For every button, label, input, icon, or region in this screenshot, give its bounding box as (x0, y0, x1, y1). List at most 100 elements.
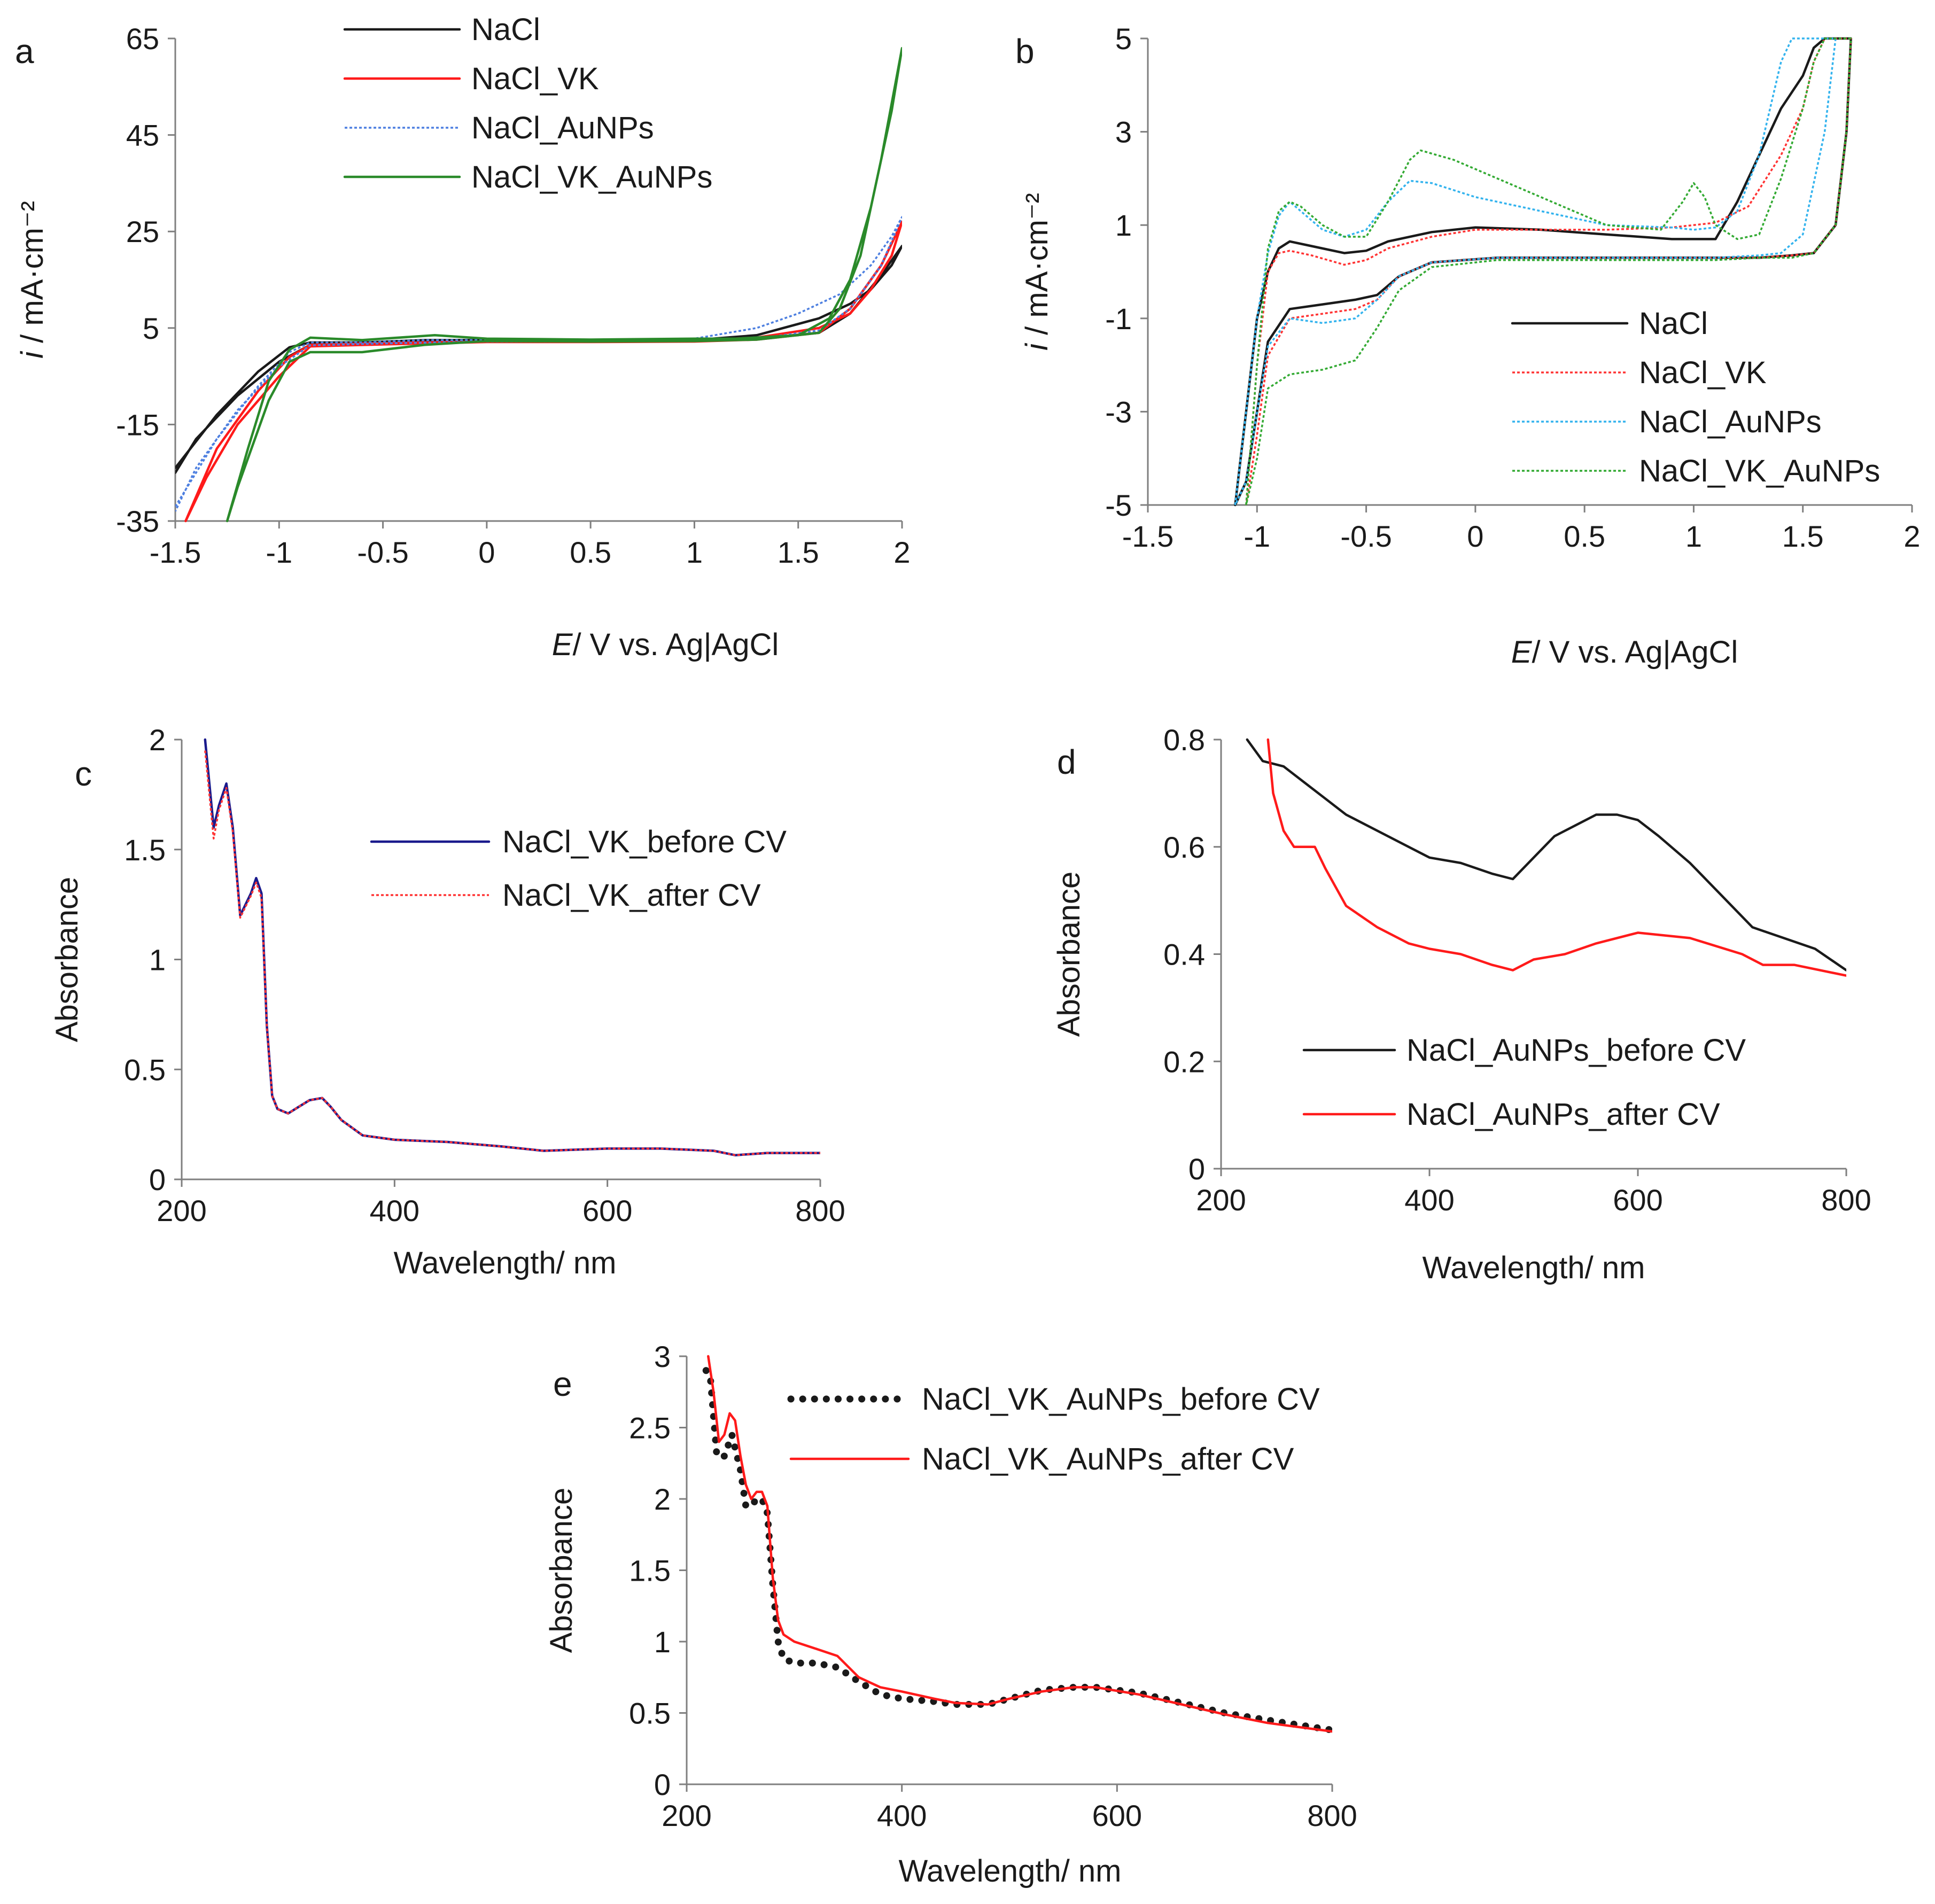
x-tick-label: 400 (1404, 1183, 1454, 1217)
legend-label: NaCl_VK (1639, 355, 1767, 390)
y-tick-label: -1 (1105, 302, 1132, 336)
legend: NaCl_VK_before CV NaCl_VK_after CV (370, 825, 787, 913)
legend-label: NaCl (471, 12, 540, 47)
x-tick-label: 2 (1903, 519, 1920, 553)
series-line (226, 46, 902, 523)
y-tick-label: 45 (126, 119, 159, 152)
y-axis-label: i / mA·cm⁻² (15, 201, 50, 359)
y-tick-label: 1 (1115, 208, 1132, 242)
x-tick-label: 0.5 (1564, 519, 1605, 553)
x-tick-label: 600 (582, 1194, 632, 1227)
legend-label: NaCl_VK_before CV (502, 825, 787, 859)
y-axis-label: Absorbance (1052, 872, 1086, 1037)
y-tick-label: 5 (1115, 22, 1132, 56)
series-group (1246, 738, 1846, 977)
x-tick-label: 200 (662, 1799, 711, 1832)
series-line (1246, 738, 1846, 972)
legend-label: NaCl_VK_AuNPs (471, 160, 712, 195)
y-tick-label: 0 (149, 1163, 166, 1196)
x-tick-label: 1 (686, 535, 703, 569)
y-tick-label: 1.5 (629, 1554, 671, 1588)
series-group (1234, 37, 1852, 507)
series-group (204, 738, 820, 1156)
y-tick-label: 2 (149, 723, 166, 757)
series-line (184, 220, 902, 523)
panel-letter-b: b (1015, 32, 1035, 71)
series-line (1266, 738, 1846, 977)
series-line (175, 216, 902, 512)
y-tick-label: 0.5 (629, 1697, 671, 1730)
legend-label: NaCl_VK_after CV (502, 878, 761, 913)
y-tick-label: -15 (116, 408, 159, 441)
y-tick-label: -35 (116, 504, 159, 538)
y-tick-label: 3 (1115, 115, 1132, 149)
y-tick-label: 25 (126, 215, 159, 248)
y-axis-label: i / mA·cm⁻² (1020, 193, 1054, 351)
y-tick-label: 0 (654, 1768, 671, 1801)
y-tick-label: 0 (1188, 1152, 1205, 1186)
legend-label: NaCl_AuNPs (1639, 405, 1822, 439)
legend-label: NaCl_VK_AuNPs_after CV (922, 1442, 1294, 1476)
legend-label: NaCl_VK (471, 61, 599, 96)
x-tick-label: -1 (1244, 519, 1270, 553)
x-tick-label: 1.5 (1782, 519, 1824, 553)
x-tick-label: -1 (266, 535, 292, 569)
chart-panel-d: d 200 400 600 800 0 0.2 0.4 0.6 0.8 Wavelength/ nm… (1052, 723, 1871, 1285)
legend-label: NaCl_AuNPs (471, 111, 654, 145)
series-line (702, 1367, 1332, 1734)
x-tick-label: -0.5 (357, 535, 409, 569)
x-tick-label: -1.5 (150, 535, 201, 569)
legend-label: NaCl_AuNPs_before CV (1406, 1033, 1746, 1068)
x-tick-label: 2 (893, 535, 910, 569)
x-axis-label: E/ V vs. Ag|AgCl (1511, 635, 1738, 670)
y-tick-label: 0.4 (1163, 938, 1205, 972)
y-tick-label: 0.8 (1163, 723, 1205, 757)
x-axis-label: Wavelength/ nm (1423, 1250, 1645, 1285)
x-tick-label: 200 (1196, 1183, 1246, 1217)
y-tick-label: -3 (1105, 395, 1132, 429)
x-tick-label: 0 (1467, 519, 1483, 553)
series-line (204, 750, 820, 1156)
x-tick-label: 800 (1821, 1183, 1871, 1217)
series-group (702, 1355, 1332, 1734)
chart-panel-e: e 200 400 600 800 0 0.5 1 1.5 2 2.5 3 Wavelength/ nm… (544, 1340, 1357, 1889)
x-tick-label: 1.5 (778, 535, 819, 569)
legend-label: NaCl_AuNPs_after CV (1406, 1097, 1720, 1132)
panel-letter-a: a (15, 32, 34, 71)
y-tick-label: 1 (654, 1625, 671, 1659)
legend: NaCl_AuNPs_before CV NaCl_AuNPs_after CV (1302, 1033, 1746, 1132)
x-tick-label: 800 (1307, 1799, 1357, 1832)
y-axis-label: Absorbance (50, 877, 84, 1043)
series-line (1245, 37, 1852, 506)
legend-label: NaCl (1639, 306, 1708, 341)
x-tick-label: 800 (795, 1194, 845, 1227)
series-line (1234, 37, 1837, 506)
y-tick-label: 0.2 (1163, 1045, 1205, 1078)
x-tick-label: -0.5 (1340, 519, 1392, 553)
x-tick-label: 600 (1613, 1183, 1662, 1217)
x-axis-label: E/ V vs. Ag|AgCl (552, 627, 779, 662)
x-tick-label: 600 (1092, 1799, 1142, 1832)
legend-label: NaCl_VK_AuNPs (1639, 454, 1880, 488)
y-tick-label: 3 (654, 1340, 671, 1373)
y-tick-label: 0.5 (124, 1053, 166, 1086)
y-tick-label: 1 (149, 943, 166, 977)
y-tick-label: 2.5 (629, 1411, 671, 1445)
x-tick-label: 1 (1685, 519, 1702, 553)
panel-letter-d: d (1057, 743, 1076, 781)
legend: NaCl NaCl_VK NaCl_AuNPs NaCl_VK_AuNPs (343, 12, 712, 195)
legend: NaCl_VK_AuNPs_before CV NaCl_VK_AuNPs_aft… (787, 1382, 1320, 1476)
legend-label: NaCl_VK_AuNPs_before CV (922, 1382, 1320, 1417)
y-axis-label: Absorbance (544, 1488, 579, 1653)
x-tick-label: 400 (877, 1799, 927, 1832)
y-tick-label: 2 (654, 1482, 671, 1516)
x-axis-label: Wavelength/ nm (394, 1246, 617, 1280)
x-tick-label: 400 (370, 1194, 419, 1227)
chart-panel-b: b -1.5 -1 -0.5 0 0.5 1 1.5 2 -5 -3 -1 1 3 5 E/ V vs. Ag… (1015, 22, 1921, 670)
x-axis-label: Wavelength/ nm (899, 1854, 1122, 1889)
series-group (175, 46, 902, 523)
x-tick-label: 0.5 (570, 535, 611, 569)
chart-panel-a: a -1.5 -1 -0.5 0 0.5 1 1.5 2 -35 -15 5 25 45 65 E/ V vs… (15, 12, 911, 662)
series-line (707, 1355, 1332, 1733)
